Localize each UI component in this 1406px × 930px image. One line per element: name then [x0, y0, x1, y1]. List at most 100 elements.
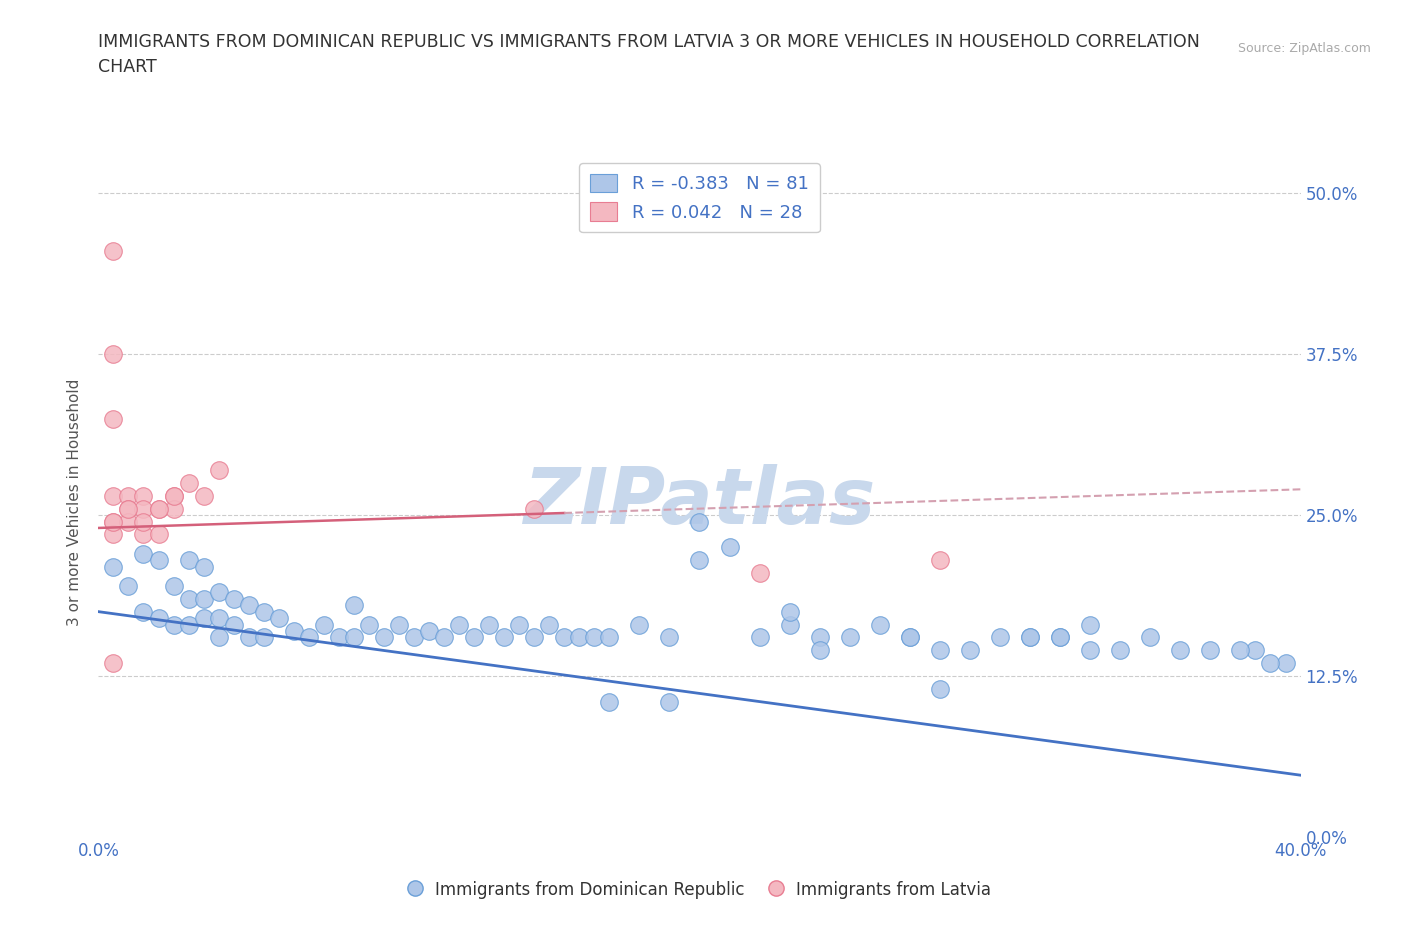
- Point: [267, 611, 290, 626]
- Point: [538, 618, 561, 632]
- Point: [117, 488, 139, 503]
- Text: IMMIGRANTS FROM DOMINICAN REPUBLIC VS IMMIGRANTS FROM LATVIA 3 OR MORE VEHICLES : IMMIGRANTS FROM DOMINICAN REPUBLIC VS IM…: [98, 33, 1201, 50]
- Point: [238, 598, 260, 613]
- Point: [402, 630, 425, 644]
- Point: [929, 643, 952, 658]
- Point: [343, 598, 366, 613]
- Point: [148, 501, 170, 516]
- Point: [898, 630, 921, 644]
- Point: [1260, 656, 1282, 671]
- Point: [103, 347, 125, 362]
- Point: [1244, 643, 1267, 658]
- Point: [148, 611, 170, 626]
- Point: [132, 501, 155, 516]
- Point: [298, 630, 321, 644]
- Point: [103, 656, 125, 671]
- Point: [283, 623, 305, 638]
- Point: [193, 488, 215, 503]
- Point: [929, 682, 952, 697]
- Point: [117, 578, 139, 593]
- Point: [162, 501, 184, 516]
- Text: CHART: CHART: [98, 58, 157, 75]
- Point: [1274, 656, 1296, 671]
- Point: [208, 630, 231, 644]
- Point: [808, 630, 831, 644]
- Point: [253, 630, 276, 644]
- Point: [1019, 630, 1042, 644]
- Point: [1049, 630, 1071, 644]
- Point: [1199, 643, 1222, 658]
- Point: [148, 501, 170, 516]
- Point: [162, 488, 184, 503]
- Point: [898, 630, 921, 644]
- Point: [1078, 643, 1101, 658]
- Point: [598, 630, 620, 644]
- Point: [328, 630, 350, 644]
- Point: [208, 611, 231, 626]
- Point: [523, 630, 546, 644]
- Point: [689, 514, 711, 529]
- Point: [312, 618, 335, 632]
- Point: [568, 630, 591, 644]
- Point: [357, 618, 380, 632]
- Point: [583, 630, 606, 644]
- Point: [689, 552, 711, 567]
- Point: [193, 559, 215, 574]
- Point: [748, 565, 770, 580]
- Point: [208, 585, 231, 600]
- Point: [658, 630, 681, 644]
- Point: [253, 604, 276, 619]
- Legend: Immigrants from Dominican Republic, Immigrants from Latvia: Immigrants from Dominican Republic, Immi…: [401, 874, 998, 906]
- Point: [103, 488, 125, 503]
- Point: [523, 501, 546, 516]
- Point: [463, 630, 485, 644]
- Point: [343, 630, 366, 644]
- Point: [748, 630, 770, 644]
- Point: [433, 630, 456, 644]
- Point: [418, 623, 440, 638]
- Point: [162, 578, 184, 593]
- Point: [838, 630, 860, 644]
- Point: [117, 501, 139, 516]
- Point: [117, 514, 139, 529]
- Point: [1019, 630, 1042, 644]
- Point: [103, 244, 125, 259]
- Point: [177, 552, 200, 567]
- Point: [869, 618, 891, 632]
- Point: [103, 514, 125, 529]
- Point: [508, 618, 530, 632]
- Point: [238, 630, 260, 644]
- Point: [148, 527, 170, 542]
- Point: [1139, 630, 1161, 644]
- Point: [222, 591, 245, 606]
- Point: [1229, 643, 1251, 658]
- Point: [598, 695, 620, 710]
- Point: [193, 591, 215, 606]
- Text: Source: ZipAtlas.com: Source: ZipAtlas.com: [1237, 42, 1371, 55]
- Point: [494, 630, 516, 644]
- Point: [162, 488, 184, 503]
- Point: [177, 475, 200, 490]
- Point: [988, 630, 1011, 644]
- Point: [718, 539, 741, 554]
- Point: [373, 630, 395, 644]
- Point: [162, 618, 184, 632]
- Point: [388, 618, 411, 632]
- Point: [103, 527, 125, 542]
- Point: [103, 411, 125, 426]
- Point: [1170, 643, 1192, 658]
- Point: [148, 552, 170, 567]
- Point: [959, 643, 981, 658]
- Y-axis label: 3 or more Vehicles in Household: 3 or more Vehicles in Household: [67, 379, 83, 626]
- Point: [132, 488, 155, 503]
- Point: [1049, 630, 1071, 644]
- Point: [103, 514, 125, 529]
- Point: [132, 527, 155, 542]
- Point: [1078, 618, 1101, 632]
- Point: [177, 618, 200, 632]
- Point: [779, 618, 801, 632]
- Point: [208, 462, 231, 477]
- Point: [628, 618, 651, 632]
- Point: [117, 501, 139, 516]
- Point: [658, 695, 681, 710]
